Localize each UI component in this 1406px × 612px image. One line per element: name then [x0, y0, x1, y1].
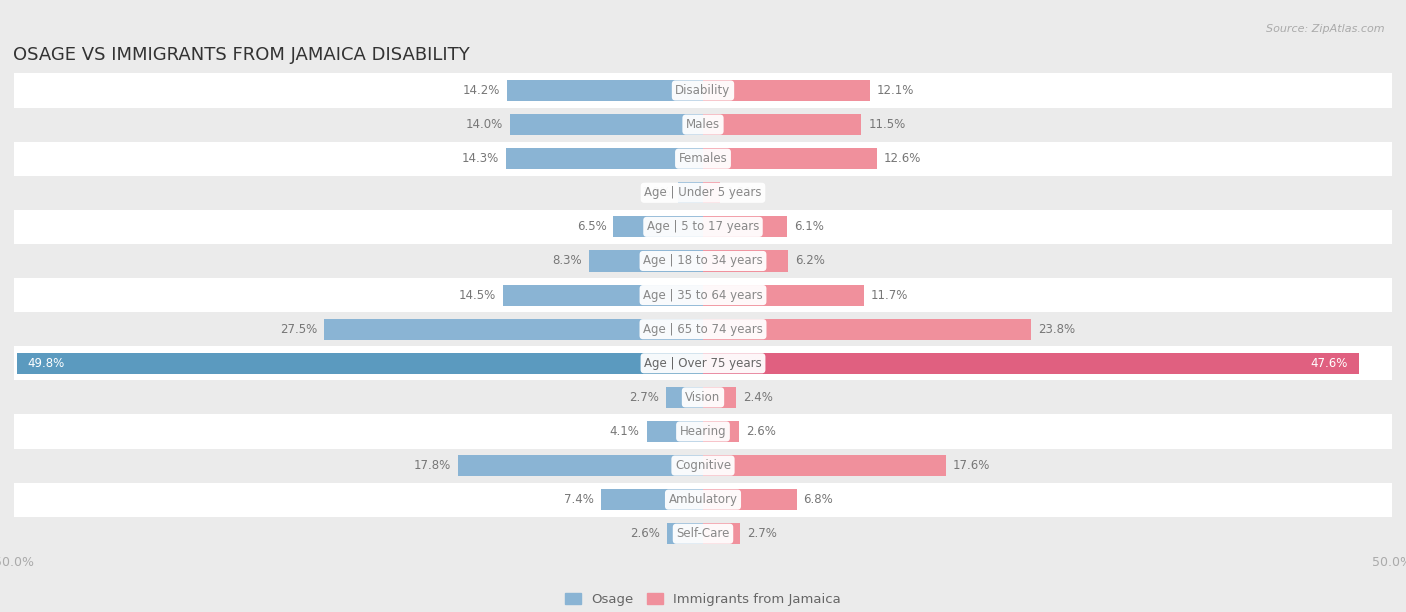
Legend: Osage, Immigrants from Jamaica: Osage, Immigrants from Jamaica — [565, 593, 841, 606]
Bar — [17, 353, 703, 374]
Text: 27.5%: 27.5% — [280, 323, 318, 335]
Bar — [703, 455, 945, 476]
Bar — [14, 141, 1392, 176]
Text: Cognitive: Cognitive — [675, 459, 731, 472]
Text: 14.3%: 14.3% — [461, 152, 499, 165]
Text: 11.5%: 11.5% — [869, 118, 905, 131]
Text: Females: Females — [679, 152, 727, 165]
Text: 2.6%: 2.6% — [745, 425, 776, 438]
Bar — [703, 489, 797, 510]
Bar — [703, 523, 740, 544]
Bar — [703, 216, 787, 237]
Bar — [703, 387, 737, 408]
Text: Ambulatory: Ambulatory — [668, 493, 738, 506]
Text: Hearing: Hearing — [679, 425, 727, 438]
Bar — [14, 312, 1392, 346]
Text: Age | Over 75 years: Age | Over 75 years — [644, 357, 762, 370]
Text: 7.4%: 7.4% — [564, 493, 595, 506]
Text: 1.8%: 1.8% — [641, 186, 671, 200]
Bar — [458, 455, 703, 476]
Text: 14.2%: 14.2% — [463, 84, 501, 97]
Bar — [506, 148, 703, 170]
Text: 6.1%: 6.1% — [794, 220, 824, 233]
Text: 4.1%: 4.1% — [610, 425, 640, 438]
Bar — [613, 216, 703, 237]
Bar — [14, 108, 1392, 141]
Bar — [703, 250, 789, 272]
Text: 49.8%: 49.8% — [28, 357, 65, 370]
Bar — [678, 182, 703, 203]
Text: 14.0%: 14.0% — [465, 118, 503, 131]
Bar — [703, 148, 876, 170]
Bar — [14, 176, 1392, 210]
Text: 6.2%: 6.2% — [796, 255, 825, 267]
Text: Age | 35 to 64 years: Age | 35 to 64 years — [643, 289, 763, 302]
Bar — [703, 80, 870, 101]
Text: 17.8%: 17.8% — [413, 459, 451, 472]
Text: 17.6%: 17.6% — [952, 459, 990, 472]
Bar — [14, 483, 1392, 517]
Bar — [323, 319, 703, 340]
Bar — [666, 387, 703, 408]
Text: Vision: Vision — [685, 391, 721, 404]
Bar — [510, 114, 703, 135]
Text: Age | 18 to 34 years: Age | 18 to 34 years — [643, 255, 763, 267]
Text: 11.7%: 11.7% — [872, 289, 908, 302]
Bar — [14, 210, 1392, 244]
Text: Age | 5 to 17 years: Age | 5 to 17 years — [647, 220, 759, 233]
Bar — [508, 80, 703, 101]
Text: Age | 65 to 74 years: Age | 65 to 74 years — [643, 323, 763, 335]
Text: 2.7%: 2.7% — [628, 391, 659, 404]
Text: Males: Males — [686, 118, 720, 131]
Bar — [14, 414, 1392, 449]
Bar — [703, 421, 738, 442]
Text: Disability: Disability — [675, 84, 731, 97]
Bar — [14, 517, 1392, 551]
Text: Age | Under 5 years: Age | Under 5 years — [644, 186, 762, 200]
Bar — [14, 449, 1392, 483]
Bar — [14, 346, 1392, 380]
Text: Source: ZipAtlas.com: Source: ZipAtlas.com — [1267, 24, 1385, 34]
Text: 2.4%: 2.4% — [742, 391, 773, 404]
Bar — [14, 380, 1392, 414]
Text: 12.6%: 12.6% — [883, 152, 921, 165]
Text: 8.3%: 8.3% — [553, 255, 582, 267]
Bar — [14, 278, 1392, 312]
Bar — [14, 244, 1392, 278]
Text: 2.7%: 2.7% — [747, 528, 778, 540]
Text: OSAGE VS IMMIGRANTS FROM JAMAICA DISABILITY: OSAGE VS IMMIGRANTS FROM JAMAICA DISABIL… — [13, 45, 470, 64]
Bar — [503, 285, 703, 305]
Text: 2.6%: 2.6% — [630, 528, 661, 540]
Bar — [703, 319, 1031, 340]
Bar — [14, 73, 1392, 108]
Bar — [703, 285, 865, 305]
Text: 14.5%: 14.5% — [460, 289, 496, 302]
Bar — [589, 250, 703, 272]
Bar — [600, 489, 703, 510]
Bar — [703, 353, 1358, 374]
Bar — [647, 421, 703, 442]
Text: Self-Care: Self-Care — [676, 528, 730, 540]
Text: 6.8%: 6.8% — [804, 493, 834, 506]
Bar — [668, 523, 703, 544]
Text: 12.1%: 12.1% — [876, 84, 914, 97]
Bar — [703, 114, 862, 135]
Bar — [703, 182, 720, 203]
Text: 23.8%: 23.8% — [1038, 323, 1076, 335]
Text: 1.2%: 1.2% — [727, 186, 756, 200]
Text: 6.5%: 6.5% — [576, 220, 606, 233]
Text: 47.6%: 47.6% — [1310, 357, 1348, 370]
